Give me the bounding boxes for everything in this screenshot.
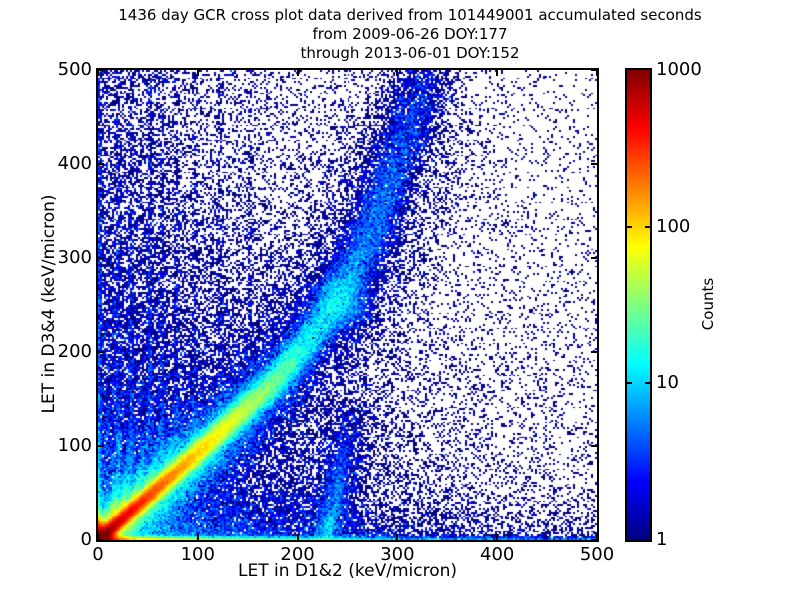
x-tick-bottom — [97, 534, 99, 540]
title-line-2: from 2009-06-26 DOY:177 — [312, 25, 508, 43]
x-tick-label-400: 400 — [480, 544, 515, 565]
y-tick-right — [591, 69, 597, 71]
y-tick-left — [98, 69, 104, 71]
x-tick-top — [396, 70, 399, 76]
y-tick-label-400: 400 — [57, 153, 92, 174]
colorbar-label: Counts — [699, 277, 717, 331]
y-tick-right — [591, 257, 597, 259]
x-tick-top — [97, 70, 99, 76]
heatmap-canvas — [98, 70, 597, 540]
colorbar-tick-left — [627, 382, 632, 385]
x-tick-label-0: 0 — [92, 544, 104, 565]
x-tick-bottom — [396, 534, 399, 540]
y-tick-right — [591, 163, 597, 165]
axes-frame — [96, 68, 599, 542]
x-tick-label-100: 100 — [180, 544, 215, 565]
colorbar-tick-left — [627, 225, 632, 228]
colorbar-tick-label-1000: 1000 — [656, 59, 702, 80]
colorbar-tick-right — [645, 225, 650, 228]
y-tick-label-100: 100 — [57, 435, 92, 456]
x-tick-top — [496, 70, 499, 76]
x-axis-label: LET in D1&2 (keV/micron) — [237, 561, 458, 581]
y-tick-left — [98, 257, 104, 259]
x-tick-label-200: 200 — [280, 544, 315, 565]
colorbar-tick-right — [645, 382, 650, 385]
title-line-1: 1436 day GCR cross plot data derived fro… — [118, 6, 702, 24]
colorbar-tick-label-1: 1 — [656, 529, 668, 550]
y-tick-right — [591, 445, 597, 447]
y-tick-right — [591, 539, 597, 541]
y-tick-label-200: 200 — [57, 341, 92, 362]
y-tick-label-0: 0 — [80, 529, 92, 550]
colorbar-tick-label-100: 100 — [656, 215, 691, 237]
y-tick-left — [98, 163, 104, 165]
y-tick-label-300: 300 — [57, 247, 92, 268]
x-tick-bottom — [196, 534, 199, 540]
x-tick-label-300: 300 — [380, 544, 415, 565]
colorbar — [625, 68, 652, 542]
x-tick-bottom — [496, 534, 499, 540]
x-tick-label-500: 500 — [579, 544, 615, 565]
x-tick-bottom — [296, 534, 299, 540]
y-axis-label: LET in D3&4 (keV/micron) — [39, 194, 59, 414]
chart-title: 1436 day GCR cross plot data derived fro… — [20, 6, 800, 63]
x-tick-top — [296, 70, 299, 76]
x-tick-top — [596, 70, 598, 76]
y-tick-left — [98, 445, 104, 447]
x-tick-top — [196, 70, 199, 76]
y-tick-label-500: 500 — [57, 59, 92, 80]
y-tick-right — [591, 351, 597, 353]
y-tick-left — [98, 351, 104, 353]
colorbar-tick-label-10: 10 — [656, 372, 679, 394]
title-line-3: through 2013-06-01 DOY:152 — [300, 44, 520, 62]
x-tick-bottom — [596, 534, 598, 540]
y-tick-left — [98, 539, 104, 541]
